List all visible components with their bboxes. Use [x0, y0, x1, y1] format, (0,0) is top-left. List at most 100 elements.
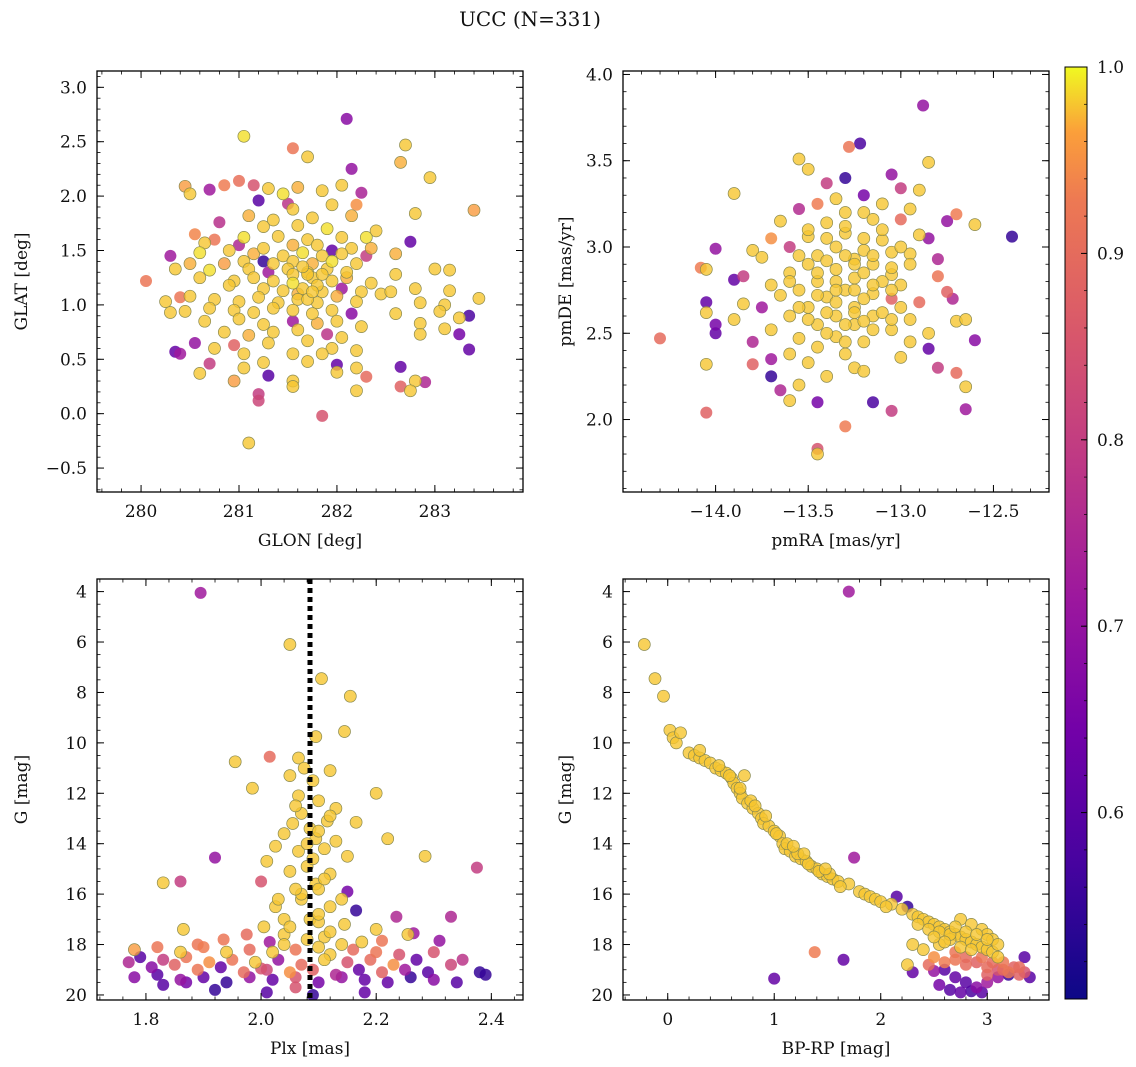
data-point	[260, 986, 273, 999]
data-point	[174, 945, 187, 959]
data-point	[381, 832, 395, 846]
data-point	[128, 943, 141, 956]
data-point	[875, 223, 889, 237]
data-point	[247, 306, 261, 319]
data-point	[296, 260, 310, 274]
data-point	[820, 254, 834, 268]
data-point	[857, 314, 871, 328]
axes-frame	[622, 578, 1050, 1001]
data-point	[912, 228, 926, 242]
data-point	[438, 322, 452, 336]
data-point	[657, 689, 670, 703]
data-point	[312, 976, 325, 989]
data-point	[177, 923, 190, 936]
data-point	[271, 230, 285, 243]
y-axis-label: GLAT [deg]	[12, 232, 32, 330]
data-point	[228, 339, 241, 352]
data-point	[214, 961, 227, 974]
data-point	[323, 809, 337, 823]
data-point	[394, 156, 407, 169]
data-point	[875, 197, 889, 211]
data-point	[209, 983, 221, 996]
data-point	[174, 291, 187, 304]
data-point	[262, 336, 275, 350]
x-tick-label: 281	[223, 502, 255, 522]
data-point	[866, 323, 880, 337]
data-point	[168, 958, 181, 971]
data-point	[797, 847, 811, 861]
colorbar-tick-label: 0.8	[1097, 431, 1124, 451]
data-point	[938, 956, 951, 969]
x-tick-label: 283	[419, 502, 451, 522]
y-tick-label: 2.0	[586, 411, 613, 431]
data-point	[903, 202, 917, 216]
data-point	[208, 233, 221, 246]
data-point	[839, 420, 852, 433]
data-point	[326, 244, 338, 257]
data-point	[838, 206, 852, 219]
data-point	[857, 189, 870, 202]
data-point	[237, 129, 251, 143]
scatter-points	[637, 585, 1036, 999]
data-point	[928, 951, 940, 964]
data-point	[237, 231, 251, 244]
data-point	[325, 303, 339, 317]
data-point	[174, 973, 187, 986]
data-point	[306, 211, 319, 225]
data-point	[266, 257, 280, 270]
data-point	[355, 186, 368, 199]
data-point	[237, 361, 251, 375]
data-point	[408, 282, 422, 295]
data-point	[315, 268, 329, 281]
data-point	[369, 786, 383, 800]
data-point	[286, 817, 300, 830]
data-point	[959, 380, 973, 394]
data-point	[364, 276, 378, 290]
data-point	[394, 380, 407, 393]
data-point	[700, 406, 713, 419]
y-tick-label: 14	[591, 835, 613, 855]
data-point	[980, 933, 994, 946]
data-point	[820, 370, 834, 383]
data-point	[266, 274, 280, 288]
data-point	[252, 290, 265, 304]
data-point	[240, 928, 253, 941]
data-point	[453, 328, 466, 341]
data-point	[906, 938, 920, 951]
data-point	[811, 396, 824, 409]
data-point	[203, 301, 216, 315]
data-point	[188, 337, 201, 349]
data-point	[217, 325, 231, 339]
data-point	[445, 910, 457, 923]
data-point	[286, 202, 300, 216]
data-point	[748, 799, 762, 813]
data-point	[203, 357, 216, 370]
data-point	[338, 918, 351, 931]
data-point	[944, 983, 956, 996]
data-point	[903, 335, 917, 349]
data-point	[193, 367, 207, 380]
data-point	[291, 181, 305, 194]
data-point	[472, 292, 486, 305]
data-point	[263, 936, 276, 948]
y-tick-label: 3.0	[586, 238, 613, 258]
data-point	[151, 941, 164, 954]
data-point	[922, 342, 935, 355]
data-point	[885, 168, 898, 181]
data-point	[128, 971, 141, 984]
data-point	[819, 862, 832, 876]
data-point	[1013, 961, 1026, 974]
data-point	[335, 178, 349, 192]
data-point	[345, 162, 358, 175]
data-point	[770, 827, 783, 840]
data-point	[783, 275, 797, 288]
data-point	[286, 347, 300, 361]
data-point	[895, 902, 909, 916]
data-point	[404, 235, 417, 248]
data-point	[233, 174, 245, 187]
data-point	[699, 263, 713, 276]
y-tick-label: 20	[591, 986, 613, 1006]
data-point	[894, 213, 907, 226]
data-point	[217, 257, 231, 270]
data-point	[283, 966, 296, 979]
